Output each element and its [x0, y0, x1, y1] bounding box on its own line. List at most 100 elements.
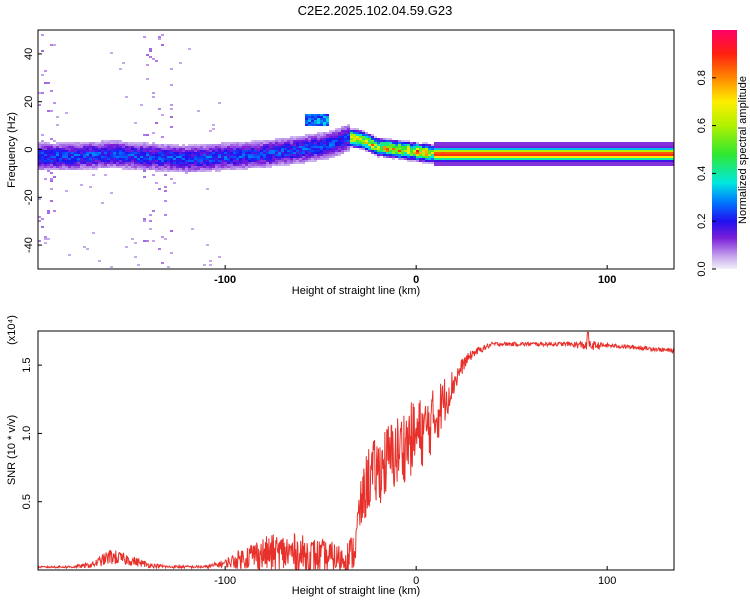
spectrogram-cell [161, 160, 164, 162]
spectrogram-cell [494, 150, 497, 152]
spectrogram-cell [122, 154, 125, 156]
spectrogram-cell [551, 164, 554, 166]
spectrogram-cell [71, 146, 74, 148]
spectrogram-cell [413, 146, 416, 148]
spectrogram-cell [584, 160, 587, 162]
spectrogram-cell [440, 150, 443, 152]
spectrogram-cell [161, 168, 164, 170]
spectrogram-cell [314, 114, 317, 116]
spectrogram-cell [188, 144, 191, 146]
spectrogram-cell [212, 152, 215, 154]
spectrogram-cell [173, 158, 176, 160]
spectrogram-cell [656, 150, 659, 152]
spectrogram-cell [356, 144, 359, 146]
spectrogram-cell [665, 146, 668, 148]
spectrogram-cell [467, 164, 470, 166]
spectrogram-cell [446, 160, 449, 162]
spectrogram-cell [170, 150, 173, 152]
spectrogram-cell [164, 200, 167, 202]
spectrogram-cell [407, 154, 410, 156]
spectrogram-cell [89, 156, 92, 158]
spectrogram-cell [233, 142, 236, 144]
spectrogram-cell [113, 162, 116, 164]
spectrogram-cell [170, 148, 173, 150]
spectrogram-cell [299, 148, 302, 150]
spectrogram-cell [590, 146, 593, 148]
spectrogram-cell [104, 156, 107, 158]
spectrogram-cell [635, 144, 638, 146]
spectrogram-cell [269, 150, 272, 152]
spectrogram-cell [587, 164, 590, 166]
spectrogram-cell [620, 162, 623, 164]
spectrogram-cell [590, 150, 593, 152]
spectrogram-cell [506, 162, 509, 164]
spectrogram-cell [434, 154, 437, 156]
spectrogram-cell [125, 158, 128, 160]
spectrogram-cell [299, 156, 302, 158]
spectrogram-cell [464, 156, 467, 158]
spectrogram-cell [527, 164, 530, 166]
spectrogram-cell [245, 150, 248, 152]
spectrogram-cell [644, 146, 647, 148]
snr-x-tick-label: 100 [598, 575, 616, 587]
spectrogram-cell [164, 190, 167, 192]
spectrogram-cell [533, 146, 536, 148]
spectrogram-cell [659, 164, 662, 166]
spectrogram-cell [530, 158, 533, 160]
spectrogram-cell [542, 160, 545, 162]
spectrogram-cell [608, 150, 611, 152]
spectrogram-cell [467, 160, 470, 162]
spectrogram-cell [320, 118, 323, 120]
spectrogram-cell [83, 160, 86, 162]
spectrogram-cell [671, 144, 674, 146]
spectrogram-cell [383, 156, 386, 158]
spectrogram-cell [224, 158, 227, 160]
spectrogram-cell [533, 152, 536, 154]
spectrogram-cell [311, 150, 314, 152]
spectrogram-cell [155, 168, 158, 170]
spectrogram-cell [89, 154, 92, 156]
spectrogram-cell [335, 144, 338, 146]
spectrogram-cell [77, 166, 80, 168]
spectrogram-cell [308, 138, 311, 140]
spectrogram-cell [365, 132, 368, 134]
spectrogram-cell [299, 158, 302, 160]
spectrogram-cell [89, 162, 92, 164]
spectrogram-cell [89, 158, 92, 160]
spectrogram-cell [491, 142, 494, 144]
spectrogram-cell [230, 156, 233, 158]
spectrogram-cell [218, 162, 221, 164]
spectrogram-cell [167, 158, 170, 160]
spectrogram-cell [248, 148, 251, 150]
spectrogram-cell [344, 138, 347, 140]
spectrogram-cell [314, 124, 317, 126]
spectrogram-cell [605, 160, 608, 162]
spectrogram-cell [464, 150, 467, 152]
spectrogram-cell [335, 152, 338, 154]
spectrogram-cell [650, 162, 653, 164]
spectrogram-cell [320, 156, 323, 158]
spectrogram-cell [659, 158, 662, 160]
spectrogram-cell [314, 144, 317, 146]
spectrogram-cell [275, 164, 278, 166]
spectrogram-cell [116, 164, 119, 166]
spectrogram-cell [647, 156, 650, 158]
spectrogram-cell [365, 136, 368, 138]
spectrogram-cell [155, 122, 158, 124]
spectrogram-cell [197, 150, 200, 152]
spectrogram-cell [665, 162, 668, 164]
spectrogram-cell [413, 150, 416, 152]
spectrogram-cell [260, 166, 263, 168]
spectrogram-cell [635, 150, 638, 152]
spectrogram-cell [143, 150, 146, 152]
spectrogram-cell [296, 152, 299, 154]
spectrogram-cell [518, 154, 521, 156]
spectrogram-cell [110, 156, 113, 158]
spectrogram-cell [611, 158, 614, 160]
spectrogram-cell [332, 156, 335, 158]
spectrogram-cell [215, 148, 218, 150]
spectrogram-cell [602, 152, 605, 154]
spectrogram-cell [587, 150, 590, 152]
spectrogram-cell [533, 142, 536, 144]
spectrogram-cell [314, 134, 317, 136]
